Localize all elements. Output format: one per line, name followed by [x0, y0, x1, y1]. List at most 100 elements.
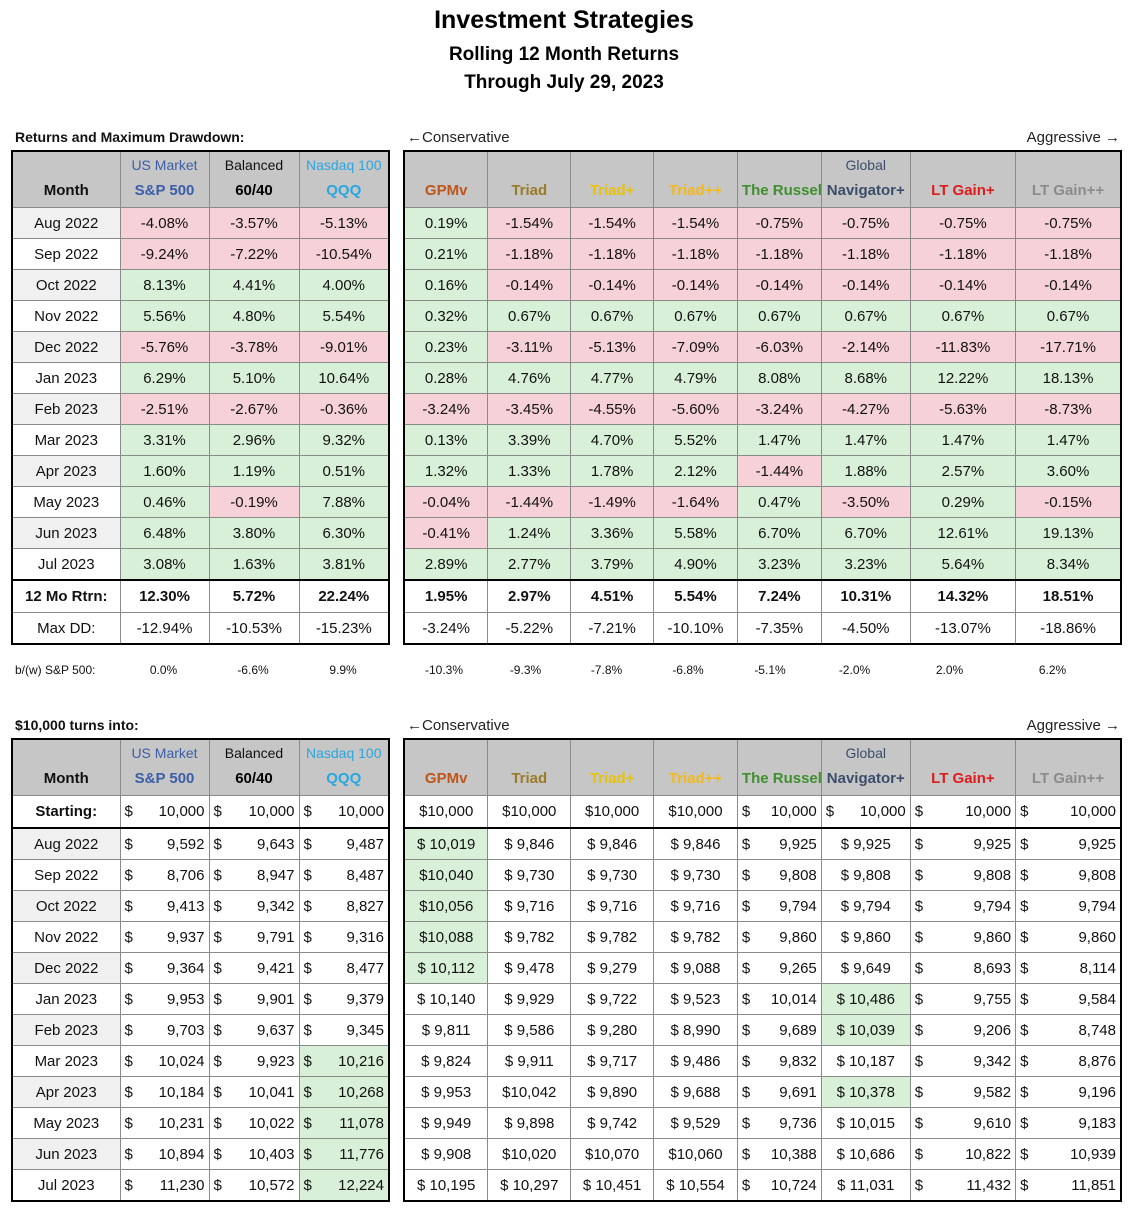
return-cell: 6.29%	[119, 362, 210, 394]
return-cell: -3.50%	[820, 486, 911, 518]
column-header: Triad++	[653, 150, 738, 208]
return-cell: -0.14%	[487, 269, 572, 301]
summary-cell: 10.31%	[820, 579, 911, 613]
currency-symbol: $	[124, 1052, 133, 1070]
money-cell: $ 10,451	[570, 1169, 655, 1202]
column-header-name: Navigator+	[826, 770, 905, 787]
money-cell: $ 9,730	[653, 859, 738, 891]
money-value: 9,487	[346, 835, 384, 853]
return-cell: 4.70%	[570, 424, 655, 456]
money-cell: $9,808	[909, 859, 1017, 891]
return-cell: -5.63%	[909, 393, 1017, 425]
table-row: 0.28% 4.76% 4.77% 4.79% 8.08% 8.68% 12.22% 18.1…	[403, 362, 1122, 394]
money-value: 9,791	[256, 928, 295, 946]
column-header: Nasdaq 100 QQQ	[298, 150, 390, 208]
money-cell: $ 9,717	[570, 1045, 655, 1077]
return-cell: 5.56%	[119, 300, 210, 332]
money-cell: $9,379	[298, 983, 390, 1015]
money-cell: $9,342	[909, 1045, 1017, 1077]
return-cell: 0.16%	[403, 269, 489, 301]
money-cell: $10,572	[208, 1169, 300, 1202]
money-cell: $10,000	[403, 795, 489, 829]
currency-symbol: $	[914, 1114, 924, 1132]
month-cell: Oct 2022	[11, 890, 121, 922]
table-row: Apr 2023 1.60% 1.19% 0.51%	[11, 455, 390, 487]
table-row: Apr 2023 $10,184 $10,041 $10,268	[11, 1076, 390, 1108]
money-value: 10,000	[859, 803, 906, 820]
currency-symbol: $	[1020, 803, 1029, 820]
currency-symbol: $	[741, 1083, 751, 1101]
money-value: 10,894	[158, 1145, 205, 1163]
return-cell: 4.76%	[487, 362, 572, 394]
column-header-top	[742, 152, 817, 178]
money-cell: $10,042	[487, 1076, 572, 1108]
table-row: $10,088 $ 9,782 $ 9,782 $ 9,782 $9,860 $ 9,86…	[403, 921, 1122, 953]
money-value: 9,925	[779, 835, 817, 853]
column-header: Triad	[487, 150, 572, 208]
money-cell: $9,794	[909, 890, 1017, 922]
month-cell: Oct 2022	[11, 269, 121, 301]
money-value: 9,794	[973, 897, 1012, 915]
currency-symbol: $	[914, 990, 924, 1008]
money-cell: $10,070	[570, 1138, 655, 1170]
money-cell: $ 10,039	[820, 1014, 911, 1046]
currency-symbol: $	[213, 897, 222, 915]
currency-symbol: $	[124, 928, 133, 946]
currency-symbol: $	[124, 1176, 133, 1194]
currency-symbol: $	[741, 1114, 751, 1132]
return-cell: 5.10%	[208, 362, 300, 394]
return-cell: -1.54%	[653, 207, 738, 239]
money-cell: $11,078	[298, 1107, 390, 1139]
currency-symbol: $	[741, 897, 751, 915]
bw-cell: -6.8%	[672, 663, 704, 677]
return-cell: -7.22%	[208, 238, 300, 270]
table-row: $ 10,140 $ 9,929 $ 9,722 $ 9,523 $10,014 $ 10…	[403, 983, 1122, 1015]
table-row: $ 10,112 $ 9,478 $ 9,279 $ 9,088 $9,265 $ 9,6…	[403, 952, 1122, 984]
money-cell: $10,894	[119, 1138, 210, 1170]
month-cell: Jun 2023	[11, 1138, 121, 1170]
return-cell: 2.77%	[487, 548, 572, 581]
table-row: $ 9,824 $ 9,911 $ 9,717 $ 9,486 $9,832 $ 10,1…	[403, 1045, 1122, 1077]
money-cell: $9,265	[736, 952, 822, 984]
money-cell: $ 11,031	[820, 1169, 911, 1202]
currency-symbol: $	[303, 1021, 312, 1039]
currency-symbol: $	[914, 928, 924, 946]
return-cell: 12.22%	[909, 362, 1017, 394]
table-row: $ 9,908 $10,020 $10,070 $10,060 $10,388 $ 10,…	[403, 1138, 1122, 1170]
money-value: 8,748	[1078, 1021, 1116, 1039]
bw-cell: -7.8%	[590, 663, 623, 677]
money-cell: $ 9,925	[820, 827, 911, 860]
return-cell: 3.23%	[736, 548, 822, 581]
money-cell: $ 9,929	[487, 983, 572, 1015]
money-value: 9,196	[1078, 1083, 1116, 1101]
month-cell: Feb 2023	[11, 1014, 121, 1046]
table-row: 0.13% 3.39% 4.70% 5.52% 1.47% 1.47% 1.47% 1.47%	[403, 424, 1122, 456]
maxdd-cell: -13.07%	[909, 612, 1017, 645]
money-cell: $8,487	[298, 859, 390, 891]
money-cell: $10,216	[298, 1045, 390, 1077]
table-row: -0.04% -1.44% -1.49% -1.64% 0.47% -3.50% 0.29%…	[403, 486, 1122, 518]
money-cell: $10,060	[653, 1138, 738, 1170]
return-cell: -4.55%	[570, 393, 655, 425]
column-header-top: Balanced	[224, 157, 284, 173]
currency-symbol: $	[914, 835, 924, 853]
money-cell: $ 9,088	[653, 952, 738, 984]
return-cell: 10.64%	[298, 362, 390, 394]
table-row: May 2023 $10,231 $10,022 $11,078	[11, 1107, 390, 1139]
return-cell: -6.03%	[736, 331, 822, 363]
column-header-top	[575, 152, 649, 178]
money-cell: $9,345	[298, 1014, 390, 1046]
money-cell: $ 9,846	[653, 827, 738, 860]
money-value: 10,724	[770, 1176, 817, 1194]
money-cell: $ 9,794	[820, 890, 911, 922]
money-cell: $9,643	[208, 827, 300, 860]
month-cell: Jan 2023	[11, 983, 121, 1015]
bw-cell: -10.3%	[424, 663, 464, 677]
maxdd-cell: -10.10%	[653, 612, 738, 645]
maxdd-cell: -7.21%	[570, 612, 655, 645]
money-cell: $ 9,824	[403, 1045, 489, 1077]
money-value: 9,342	[973, 1052, 1012, 1070]
column-header-name: Navigator+	[826, 182, 905, 199]
column-header-name: Triad+	[589, 182, 635, 199]
money-cell: $9,808	[1015, 859, 1122, 891]
